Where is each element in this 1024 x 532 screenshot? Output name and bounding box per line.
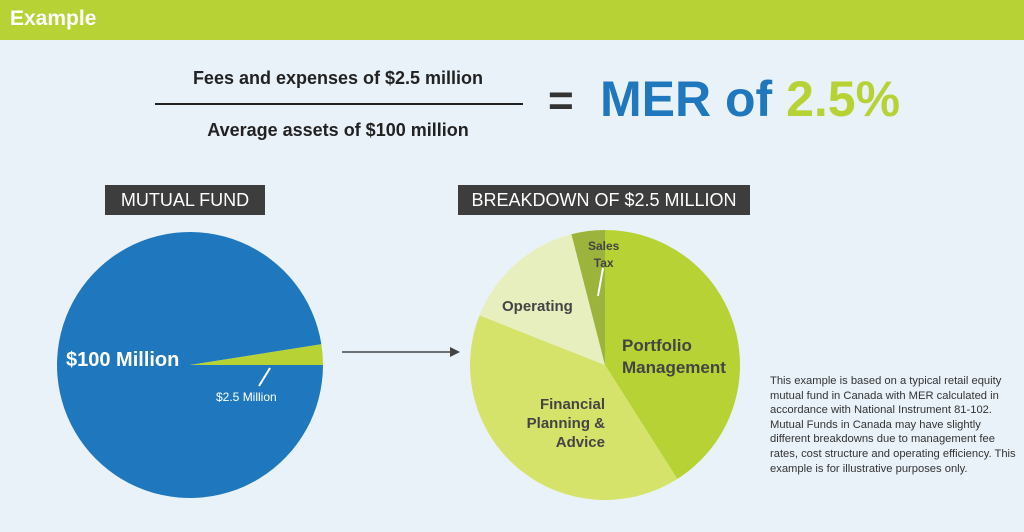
pie-slice-sales-tax [571, 230, 605, 365]
pie-slice--100-million [57, 232, 324, 499]
label-line: Planning & [526, 415, 605, 432]
sales-tax-callout-line [597, 267, 604, 297]
label-2-5-million: $2.5 Million [216, 390, 277, 404]
arrow-head-icon [450, 347, 460, 357]
header-title: Example [10, 7, 97, 30]
fraction-line [155, 103, 523, 105]
label-portfolio-management: Portfolio Management [622, 335, 726, 379]
mer-value: 2.5% [786, 71, 901, 127]
formula-denominator: Average assets of $100 million [207, 120, 469, 140]
label-sales-tax: Sales Tax [588, 238, 619, 272]
pie-slice--2-5-million [190, 344, 323, 365]
mutual-fund-title: MUTUAL FUND [105, 185, 265, 215]
label-operating: Operating [502, 298, 573, 315]
mutual-fund-pie [57, 232, 324, 499]
disclaimer-note: This example is based on a typical retai… [770, 375, 1016, 475]
label-line: Management [622, 358, 726, 377]
left-callout-line [258, 367, 271, 387]
header-bar: Example [0, 0, 1024, 40]
pie-slice-operating [479, 234, 605, 365]
equals-sign: = [548, 76, 574, 125]
label-line: Advice [555, 434, 605, 451]
label-line: Portfolio [622, 336, 692, 355]
label-financial-planning: Financial Planning & Advice [505, 395, 605, 452]
mer-prefix: MER of [600, 71, 787, 127]
formula-numerator: Fees and expenses of $2.5 million [192, 68, 484, 88]
label-line: Financial [539, 396, 605, 413]
pie-slice-financial-planning-advice [470, 315, 678, 501]
pie-slice-portfolio-management [605, 230, 740, 479]
label-line: Tax [593, 256, 614, 270]
label-line: Sales [588, 239, 620, 253]
breakdown-pie [470, 230, 740, 501]
label-100-million: $100 Million [66, 349, 180, 371]
mer-result: MER of 2.5% [600, 70, 900, 128]
breakdown-title: BREAKDOWN OF $2.5 MILLION [458, 185, 750, 215]
